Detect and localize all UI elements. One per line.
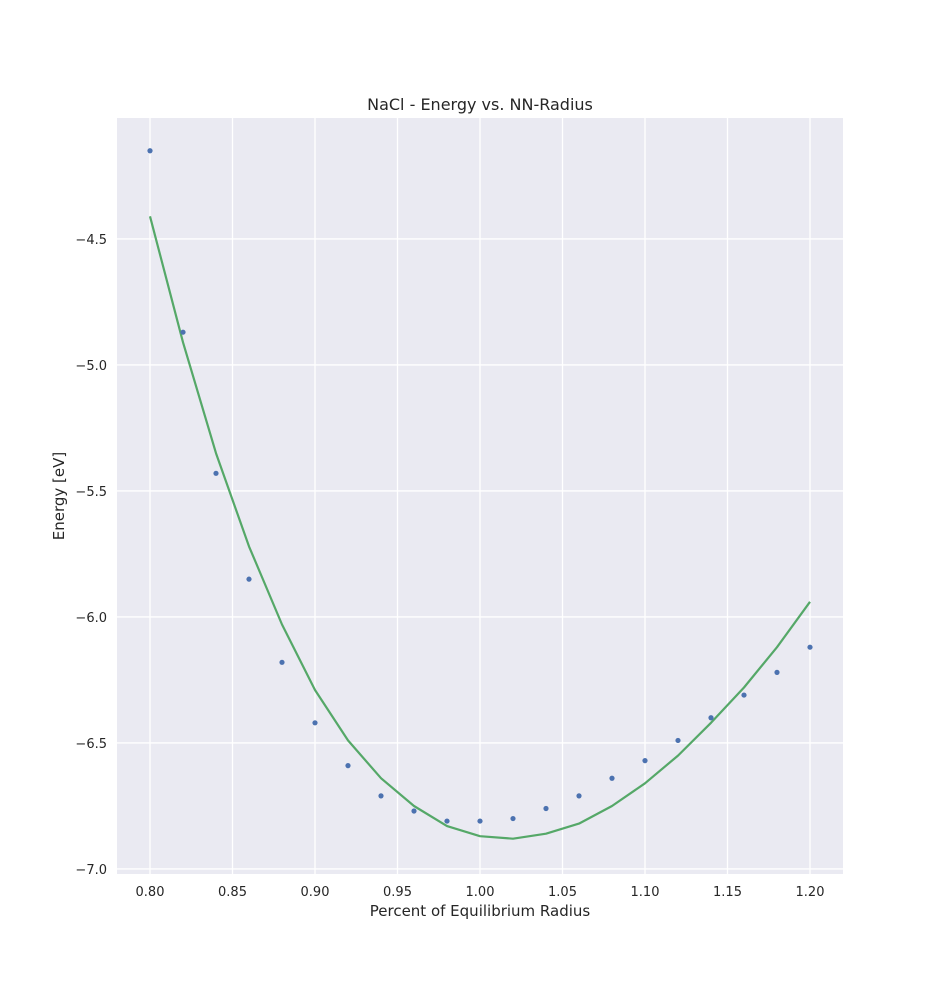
x-tick-label: 1.00 (466, 885, 495, 900)
data-point (444, 818, 450, 824)
y-tick-label: −6.5 (75, 737, 107, 752)
y-axis-label: Energy [eV] (50, 452, 68, 540)
series-layer (147, 148, 813, 840)
x-tick-label: 1.10 (631, 885, 660, 900)
data-point (543, 805, 549, 812)
data-point (708, 715, 714, 721)
data-point (213, 470, 219, 476)
x-axis-ticks: 0.80 0.85 0.90 0.95 1.00 1.05 1.10 1.15 1.20 (136, 885, 825, 900)
data-point (642, 758, 648, 764)
data-point (312, 720, 318, 726)
data-point (741, 692, 747, 698)
data-point (576, 793, 582, 799)
x-tick-label: 1.15 (713, 885, 742, 900)
data-point (411, 808, 417, 814)
y-tick-label: −5.5 (75, 485, 107, 500)
data-point (147, 148, 153, 154)
x-tick-label: 0.85 (218, 885, 247, 900)
x-tick-label: 0.90 (301, 885, 330, 900)
y-tick-label: −7.0 (75, 863, 107, 878)
data-point (345, 763, 351, 769)
y-tick-label: −5.0 (75, 359, 107, 374)
x-tick-label: 1.20 (796, 885, 825, 900)
data-point (378, 793, 384, 799)
data-point (609, 775, 615, 781)
x-tick-label: 0.95 (383, 885, 412, 900)
data-point (279, 659, 285, 665)
y-tick-label: −4.5 (75, 233, 107, 248)
y-tick-label: −6.0 (75, 611, 107, 626)
data-point (774, 669, 780, 676)
x-tick-label: 1.05 (548, 885, 577, 900)
data-point (246, 576, 252, 582)
x-axis-label: Percent of Equilibrium Radius (370, 902, 591, 920)
fit-line (148, 216, 811, 840)
data-point (807, 644, 813, 650)
chart-title: NaCl - Energy vs. NN-Radius (367, 95, 593, 114)
grid (117, 118, 843, 874)
data-point (477, 818, 483, 824)
x-tick-label: 0.80 (136, 885, 165, 900)
data-point (180, 329, 186, 335)
data-point (510, 815, 516, 822)
data-point (675, 737, 681, 744)
y-axis-ticks: −7.0 −6.5 −6.0 −5.5 −5.0 −4.5 (75, 233, 107, 878)
